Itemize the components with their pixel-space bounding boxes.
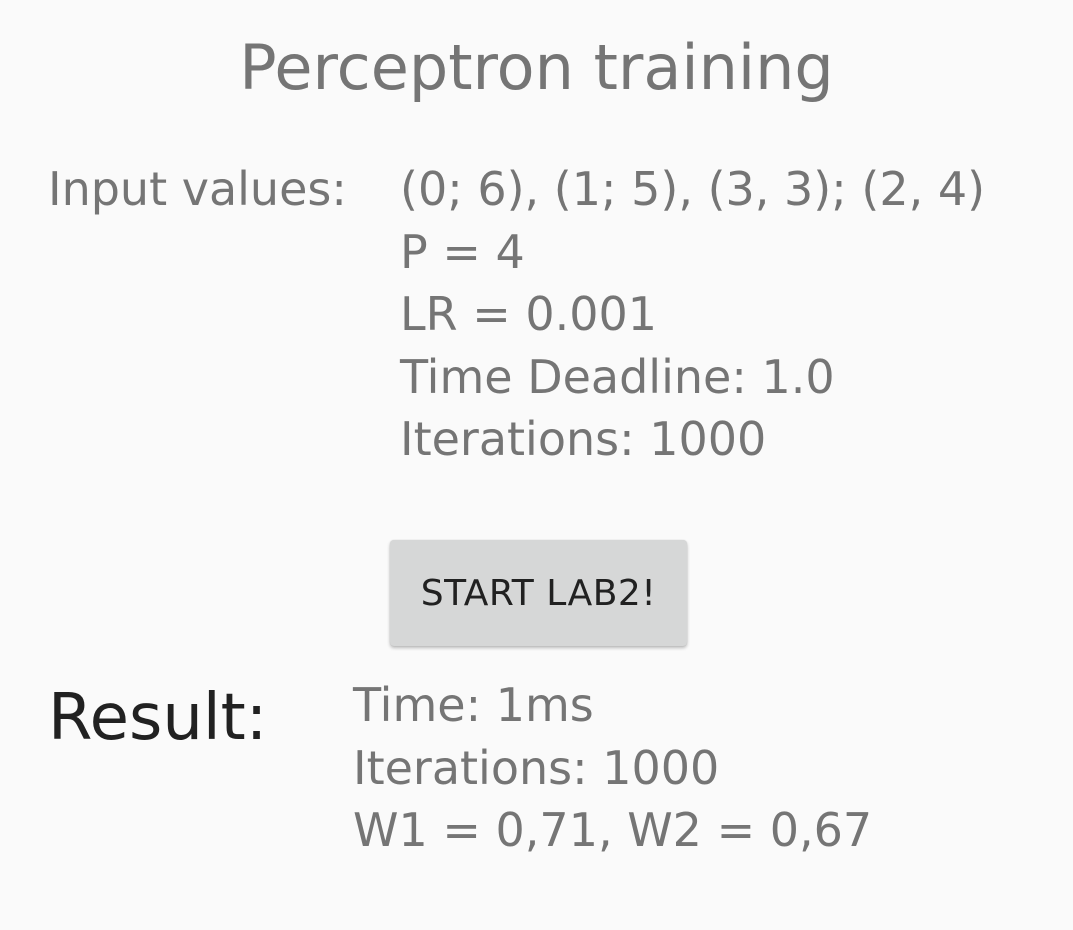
input-values-block: (0; 6), (1; 5), (3, 3); (2, 4) P = 4 LR …: [400, 158, 985, 471]
result-values-block: Time: 1ms Iterations: 1000 W1 = 0,71, W2…: [353, 674, 872, 862]
input-points-text: (0; 6), (1; 5), (3, 3); (2, 4): [400, 162, 986, 216]
iterations-param-text: Iterations: 1000: [400, 412, 767, 466]
learning-rate-text: LR = 0.001: [400, 287, 658, 341]
start-lab2-button[interactable]: START LAB2!: [390, 540, 687, 646]
result-iterations-text: Iterations: 1000: [353, 740, 720, 795]
result-weights-text: W1 = 0,71, W2 = 0,67: [353, 803, 873, 857]
time-deadline-text: Time Deadline: 1.0: [400, 349, 835, 404]
result-label: Result:: [48, 681, 268, 755]
page-title: Perceptron training: [239, 31, 834, 104]
param-p-text: P = 4: [400, 224, 525, 279]
result-time-text: Time: 1ms: [353, 678, 594, 732]
input-values-label: Input values:: [48, 162, 347, 216]
